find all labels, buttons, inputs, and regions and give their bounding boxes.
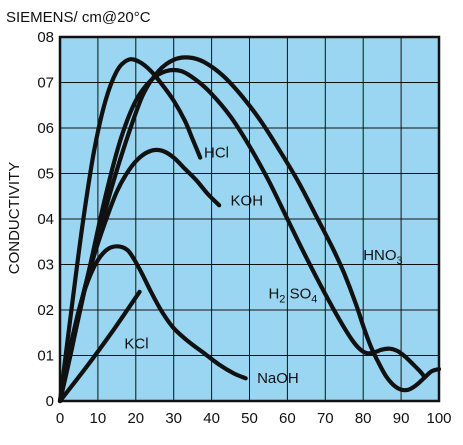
- x-tick-label: 30: [165, 410, 182, 427]
- x-tick-label: 100: [426, 410, 451, 427]
- y-tick-label: 05: [37, 166, 54, 183]
- series-label-kcl: KCl: [124, 336, 148, 353]
- x-tick-label: 20: [127, 410, 144, 427]
- y-tick-label: 07: [37, 75, 54, 92]
- y-axis-ticks: 0 01 02 03 04 05 06 07 08: [37, 29, 54, 410]
- y-tick-label: 03: [37, 257, 54, 274]
- y-tick-label: 02: [37, 302, 54, 319]
- series-line-h2so4: [57, 67, 426, 404]
- x-tick-label: 40: [203, 410, 220, 427]
- y-tick-label: 01: [37, 348, 54, 365]
- x-tick-label: 70: [317, 410, 334, 427]
- y-tick-label: 0: [46, 393, 54, 410]
- series-line-hno3: [57, 55, 442, 404]
- y-axis-label: CONDUCTIVITY: [6, 162, 23, 275]
- x-tick-label: 50: [241, 410, 258, 427]
- series-line-kcl: [57, 289, 142, 404]
- series-label-h2so4: H2 SO4: [268, 286, 317, 306]
- y-tick-label: 04: [37, 211, 54, 228]
- series-line-naoh: [57, 244, 248, 404]
- x-tick-label: 10: [90, 410, 107, 427]
- y-tick-label: 06: [37, 120, 54, 137]
- series-label-koh: KOH: [231, 192, 264, 209]
- chart-title: SIEMENS/ cm@20°C: [6, 9, 151, 26]
- x-tick-label: 60: [279, 410, 296, 427]
- x-tick-label: 90: [393, 410, 410, 427]
- series-label-hcl: HCl: [204, 145, 229, 162]
- series-line-hcl: [57, 57, 203, 404]
- x-tick-label: 0: [56, 410, 64, 427]
- x-tick-label: 80: [355, 410, 372, 427]
- series-labels: HCl KOH H2 SO4 HNO3 NaOH KCl: [124, 145, 402, 387]
- y-tick-label: 08: [37, 29, 54, 46]
- series-label-naoh: NaOH: [257, 370, 299, 387]
- series-label-hno3: HNO3: [363, 247, 402, 267]
- plot-frame: [58, 35, 441, 403]
- x-axis-ticks: 0 10 20 30 40 50 60 70 80 90 100: [56, 410, 452, 427]
- series-curves: [57, 55, 442, 404]
